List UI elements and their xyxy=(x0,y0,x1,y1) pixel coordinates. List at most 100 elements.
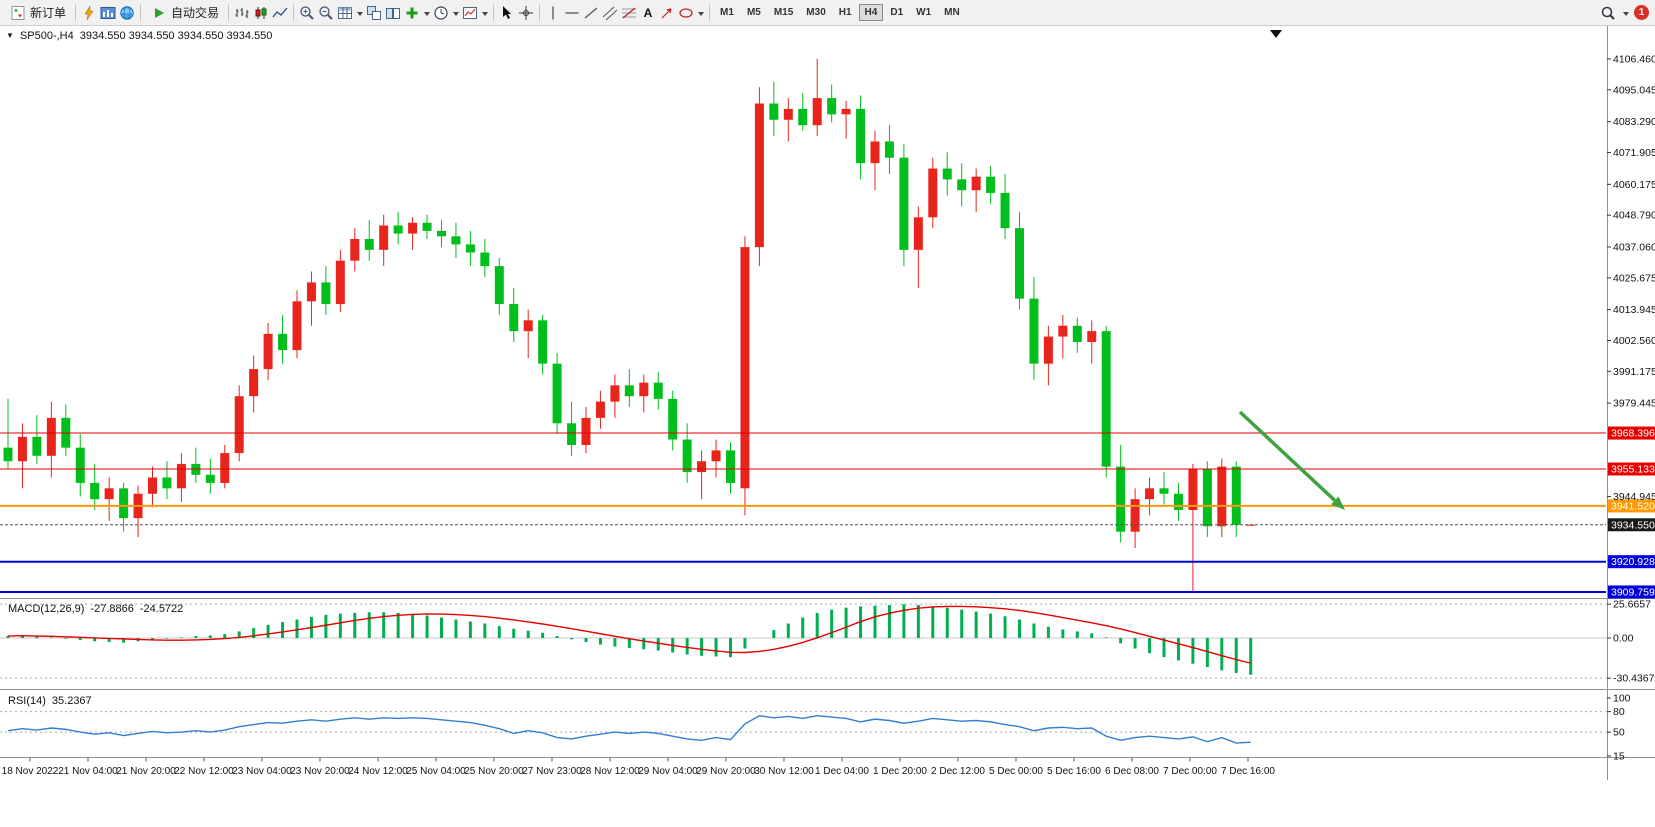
timeframe-h1[interactable]: H1 xyxy=(838,7,852,18)
vertical-line-tool-icon[interactable] xyxy=(544,4,562,22)
svg-text:2 Dec 12:00: 2 Dec 12:00 xyxy=(931,766,985,777)
macd-value: -27.8866 xyxy=(90,603,134,615)
fibonacci-tool-icon[interactable] xyxy=(620,4,638,22)
channel-tool-icon[interactable] xyxy=(601,4,619,22)
text-tool-icon[interactable]: A xyxy=(639,4,657,22)
svg-text:7 Dec 16:00: 7 Dec 16:00 xyxy=(1221,766,1275,777)
chart-window-icon[interactable] xyxy=(99,4,117,22)
autotrade-play-icon xyxy=(150,4,168,22)
svg-text:4013.945: 4013.945 xyxy=(1613,304,1655,316)
template-icon[interactable] xyxy=(461,4,479,22)
notification-badge[interactable]: 1 xyxy=(1634,5,1649,20)
add-indicator-icon[interactable] xyxy=(403,4,421,22)
data-window-caret-icon[interactable] xyxy=(355,4,364,22)
rsi-value: 35.2367 xyxy=(51,695,92,707)
period-caret-icon[interactable] xyxy=(451,4,460,22)
symbol-name: SP500-,H4 xyxy=(19,30,74,42)
toolbar-separator xyxy=(140,4,142,21)
svg-text:3941.520: 3941.520 xyxy=(1611,500,1655,512)
svg-text:4025.675: 4025.675 xyxy=(1613,272,1655,284)
svg-text:3979.445: 3979.445 xyxy=(1613,398,1655,410)
template-caret-icon[interactable] xyxy=(480,4,489,22)
cursor-icon[interactable] xyxy=(498,4,516,22)
metaeditor-lightning-icon[interactable] xyxy=(80,4,98,22)
svg-text:5 Dec 00:00: 5 Dec 00:00 xyxy=(989,766,1043,777)
timeframe-d1[interactable]: D1 xyxy=(890,7,904,18)
toolbar-separator xyxy=(493,4,495,21)
horizontal-line-tool-icon[interactable] xyxy=(563,4,581,22)
line-chart-icon[interactable] xyxy=(271,4,289,22)
zoom-in-icon[interactable] xyxy=(298,4,316,22)
svg-text:27 Nov 23:00: 27 Nov 23:00 xyxy=(522,766,582,777)
rsi-name: RSI(14) xyxy=(8,695,46,707)
svg-text:0.00: 0.00 xyxy=(1613,633,1634,645)
timeframe-w1[interactable]: W1 xyxy=(916,7,932,18)
svg-text:7 Dec 00:00: 7 Dec 00:00 xyxy=(1163,766,1217,777)
macd-name: MACD(12,26,9) xyxy=(8,603,85,615)
svg-text:3968.396: 3968.396 xyxy=(1611,428,1655,440)
toolbar-separator xyxy=(75,4,77,21)
chart-area[interactable]: 3968.396 3955.133 3941.520 3934.550 3920.928… xyxy=(0,26,1655,827)
candlestick-chart-icon[interactable] xyxy=(252,4,270,22)
svg-text:3991.175: 3991.175 xyxy=(1613,366,1655,378)
toolbar-separator xyxy=(228,4,230,21)
svg-text:23 Nov 04:00: 23 Nov 04:00 xyxy=(232,766,292,777)
timeframe-m30[interactable]: M30 xyxy=(806,7,826,18)
bar-chart-icon[interactable] xyxy=(233,4,251,22)
tile-windows-icon[interactable] xyxy=(365,4,383,22)
macd-indicator-label: MACD(12,26,9) -27.8866 -24.5722 xyxy=(8,603,189,615)
new-order-button[interactable]: 新订单 xyxy=(4,2,71,24)
price-lines: 3968.396 3955.133 3941.520 3934.550 3920.928… xyxy=(0,426,1655,599)
svg-text:1 Dec 20:00: 1 Dec 20:00 xyxy=(873,766,927,777)
symbol-ohlc-label: ▼ SP500-,H4 3934.550 3934.550 3934.550 393… xyxy=(6,30,278,42)
svg-text:4106.460: 4106.460 xyxy=(1613,53,1655,65)
svg-text:A: A xyxy=(644,6,653,20)
market-watch-globe-icon[interactable] xyxy=(118,4,136,22)
autotrade-button[interactable]: 自动交易 xyxy=(145,2,224,24)
timeframe-m1[interactable]: M1 xyxy=(720,7,734,18)
trendline-tool-icon[interactable] xyxy=(582,4,600,22)
rsi-indicator-label: RSI(14) 35.2367 xyxy=(8,695,98,707)
svg-text:30 Nov 12:00: 30 Nov 12:00 xyxy=(754,766,814,777)
svg-text:5 Dec 16:00: 5 Dec 16:00 xyxy=(1047,766,1101,777)
svg-text:24 Nov 12:00: 24 Nov 12:00 xyxy=(348,766,408,777)
svg-text:4095.045: 4095.045 xyxy=(1613,84,1655,96)
svg-text:29 Nov 04:00: 29 Nov 04:00 xyxy=(638,766,698,777)
search-icon[interactable] xyxy=(1599,4,1617,22)
timeframe-h4[interactable]: H4 xyxy=(858,4,884,21)
chart-canvas[interactable]: 3968.396 3955.133 3941.520 3934.550 3920.928… xyxy=(0,26,1655,827)
price-axis: 4106.460 4095.045 4083.290 4071.905 4060.175… xyxy=(1607,53,1655,503)
timeframe-m5[interactable]: M5 xyxy=(746,7,761,18)
svg-text:6 Dec 08:00: 6 Dec 08:00 xyxy=(1105,766,1159,777)
new-order-label: 新订单 xyxy=(30,6,67,20)
period-clock-icon[interactable] xyxy=(432,4,450,22)
time-marker-triangle xyxy=(1270,30,1282,38)
toolbar: 新订单 自动交易 xyxy=(0,0,1655,26)
svg-text:21 Nov 20:00: 21 Nov 20:00 xyxy=(116,766,176,777)
shapes-caret-icon[interactable] xyxy=(696,4,705,22)
svg-text:18 Nov 2022: 18 Nov 2022 xyxy=(2,766,59,777)
svg-text:28 Nov 12:00: 28 Nov 12:00 xyxy=(580,766,640,777)
arrow-tool-icon[interactable] xyxy=(658,4,676,22)
data-window-icon[interactable] xyxy=(336,4,354,22)
shapes-tool-icon[interactable] xyxy=(677,4,695,22)
add-indicator-caret-icon[interactable] xyxy=(422,4,431,22)
toolbar-right-group: 1 xyxy=(1599,4,1651,22)
timeframe-mn[interactable]: MN xyxy=(944,7,960,18)
svg-text:80: 80 xyxy=(1613,706,1625,718)
svg-text:3955.133: 3955.133 xyxy=(1611,463,1655,475)
toolbar-overflow-caret-icon[interactable] xyxy=(1621,4,1630,22)
crosshair-icon[interactable] xyxy=(517,4,535,22)
svg-text:4002.560: 4002.560 xyxy=(1613,335,1655,347)
svg-text:25 Nov 04:00: 25 Nov 04:00 xyxy=(406,766,466,777)
svg-text:29 Nov 20:00: 29 Nov 20:00 xyxy=(696,766,756,777)
svg-text:15: 15 xyxy=(1613,750,1625,762)
timeframe-m15[interactable]: M15 xyxy=(773,7,794,18)
symbol-dropdown-icon: ▼ xyxy=(6,31,14,40)
cascade-windows-icon[interactable] xyxy=(384,4,402,22)
svg-text:1 Dec 04:00: 1 Dec 04:00 xyxy=(815,766,869,777)
zoom-out-icon[interactable] xyxy=(317,4,335,22)
svg-text:3944.945: 3944.945 xyxy=(1613,491,1655,503)
annotations[interactable] xyxy=(1238,30,1345,510)
